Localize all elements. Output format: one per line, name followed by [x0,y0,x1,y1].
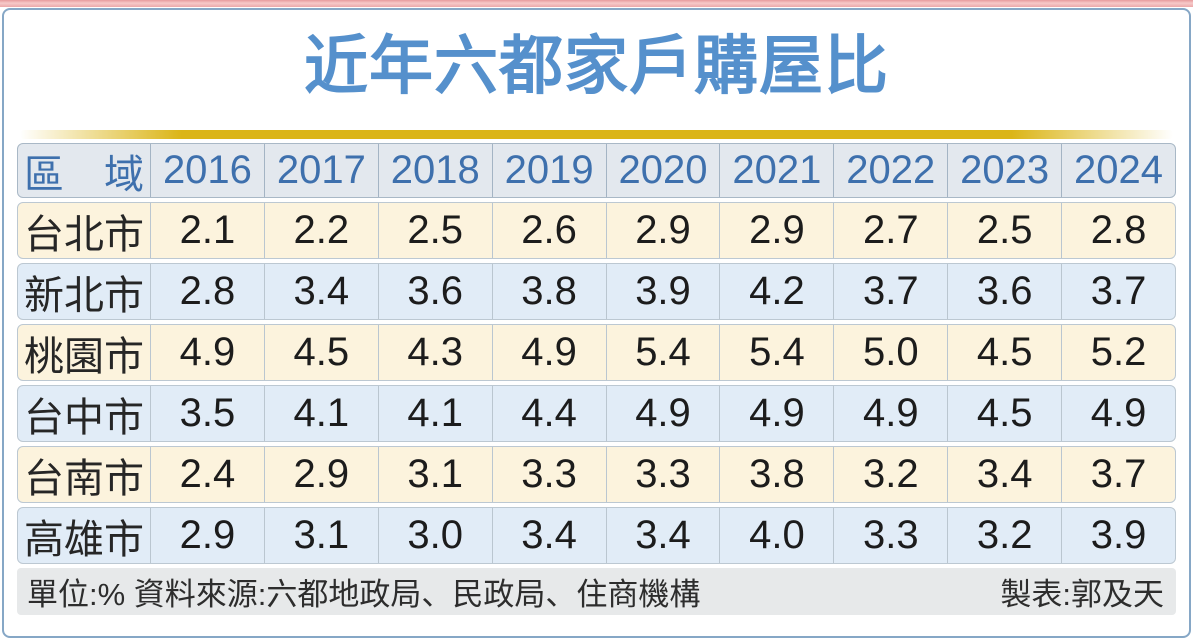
region-name: 台中市 [24,395,144,440]
value-cell: 3.1 [377,447,492,502]
region-name: 台北市 [24,212,144,257]
table-row: 桃園市 4.9 4.5 4.3 4.9 5.4 5.4 5.0 4.5 5.2 [17,324,1176,381]
value-cell: 3.7 [1061,447,1175,502]
value-cell: 4.9 [833,386,947,441]
value-cell: 3.1 [263,508,378,563]
value-cell: 5.4 [719,325,833,380]
value-cell: 5.0 [833,325,947,380]
value-cell: 4.9 [719,386,833,441]
year-header-2020: 2020 [605,144,720,197]
value-cell: 3.7 [1061,264,1175,319]
value-cell: 2.9 [150,508,264,563]
value-cell: 3.4 [605,508,720,563]
year-header-2022: 2022 [833,144,947,197]
value-cell: 3.0 [377,508,492,563]
table-row: 台中市 3.5 4.1 4.1 4.4 4.9 4.9 4.9 4.5 4.9 [17,385,1176,442]
year-header-2018: 2018 [377,144,492,197]
value-cell: 2.2 [263,203,378,258]
top-pink-strip [0,0,1193,7]
value-cell: 2.4 [150,447,264,502]
value-cell: 2.8 [150,264,264,319]
footer-unit-and-source: 單位:% 資料來源:六都地政局、民政局、住商機構 [27,577,701,612]
value-cell: 5.2 [1061,325,1175,380]
value-cell: 3.9 [1061,508,1175,563]
region-name: 台南市 [24,456,144,501]
value-cell: 3.8 [491,264,606,319]
footer-credit: 製表:郭及天 [1000,577,1164,612]
value-cell: 2.5 [947,203,1061,258]
year-header-2016: 2016 [150,144,264,197]
value-cell: 4.5 [263,325,378,380]
region-name: 高雄市 [24,517,144,562]
value-cell: 2.9 [263,447,378,502]
table-header-row: 區 域 2016 2017 2018 2019 2020 2021 2022 2023 2024 [17,143,1176,198]
value-cell: 2.9 [605,203,720,258]
value-cell: 4.9 [605,386,720,441]
value-cell: 3.3 [491,447,606,502]
value-cell: 3.4 [491,508,606,563]
table-row: 台南市 2.4 2.9 3.1 3.3 3.3 3.8 3.2 3.4 3.7 [17,446,1176,503]
table-row: 新北市 2.8 3.4 3.6 3.8 3.9 4.2 3.7 3.6 3.7 [17,263,1176,320]
year-header-2019: 2019 [491,144,606,197]
year-header-2023: 2023 [947,144,1061,197]
value-cell: 3.3 [833,508,947,563]
value-cell: 3.3 [605,447,720,502]
value-cell: 3.2 [833,447,947,502]
value-cell: 4.5 [947,386,1061,441]
infographic-panel: 近年六都家戶購屋比 區 域 2016 2017 2018 2019 2020 2021 20… [2,8,1191,638]
table-row: 高雄市 2.9 3.1 3.0 3.4 3.4 4.0 3.3 3.2 3.9 [17,507,1176,564]
value-cell: 4.3 [377,325,492,380]
value-cell: 4.1 [377,386,492,441]
value-cell: 2.7 [833,203,947,258]
value-cell: 3.6 [377,264,492,319]
value-cell: 2.1 [150,203,264,258]
value-cell: 3.4 [947,447,1061,502]
value-cell: 4.9 [1061,386,1175,441]
value-cell: 4.9 [150,325,264,380]
value-cell: 3.2 [947,508,1061,563]
value-cell: 4.2 [719,264,833,319]
data-table: 區 域 2016 2017 2018 2019 2020 2021 2022 2023 2024… [17,143,1176,564]
value-cell: 3.5 [150,386,264,441]
year-header-2021: 2021 [719,144,833,197]
page-title: 近年六都家戶購屋比 [304,30,889,102]
region-column-header: 區 域 [24,152,144,197]
value-cell: 2.6 [491,203,606,258]
table-row: 台北市 2.1 2.2 2.5 2.6 2.9 2.9 2.7 2.5 2.8 [17,202,1176,259]
value-cell: 2.9 [719,203,833,258]
region-name: 桃園市 [24,334,144,379]
value-cell: 3.4 [263,264,378,319]
value-cell: 3.7 [833,264,947,319]
year-header-2024: 2024 [1061,144,1175,197]
value-cell: 4.1 [263,386,378,441]
value-cell: 3.6 [947,264,1061,319]
value-cell: 4.4 [491,386,606,441]
gold-divider-bar [20,130,1173,139]
year-header-2017: 2017 [263,144,378,197]
value-cell: 2.8 [1061,203,1175,258]
region-name: 新北市 [24,273,144,318]
value-cell: 2.5 [377,203,492,258]
footer-bar: 單位:% 資料來源:六都地政局、民政局、住商機構 製表:郭及天 [17,568,1176,615]
value-cell: 4.5 [947,325,1061,380]
value-cell: 4.9 [491,325,606,380]
value-cell: 3.8 [719,447,833,502]
value-cell: 3.9 [605,264,720,319]
value-cell: 4.0 [719,508,833,563]
value-cell: 5.4 [605,325,720,380]
